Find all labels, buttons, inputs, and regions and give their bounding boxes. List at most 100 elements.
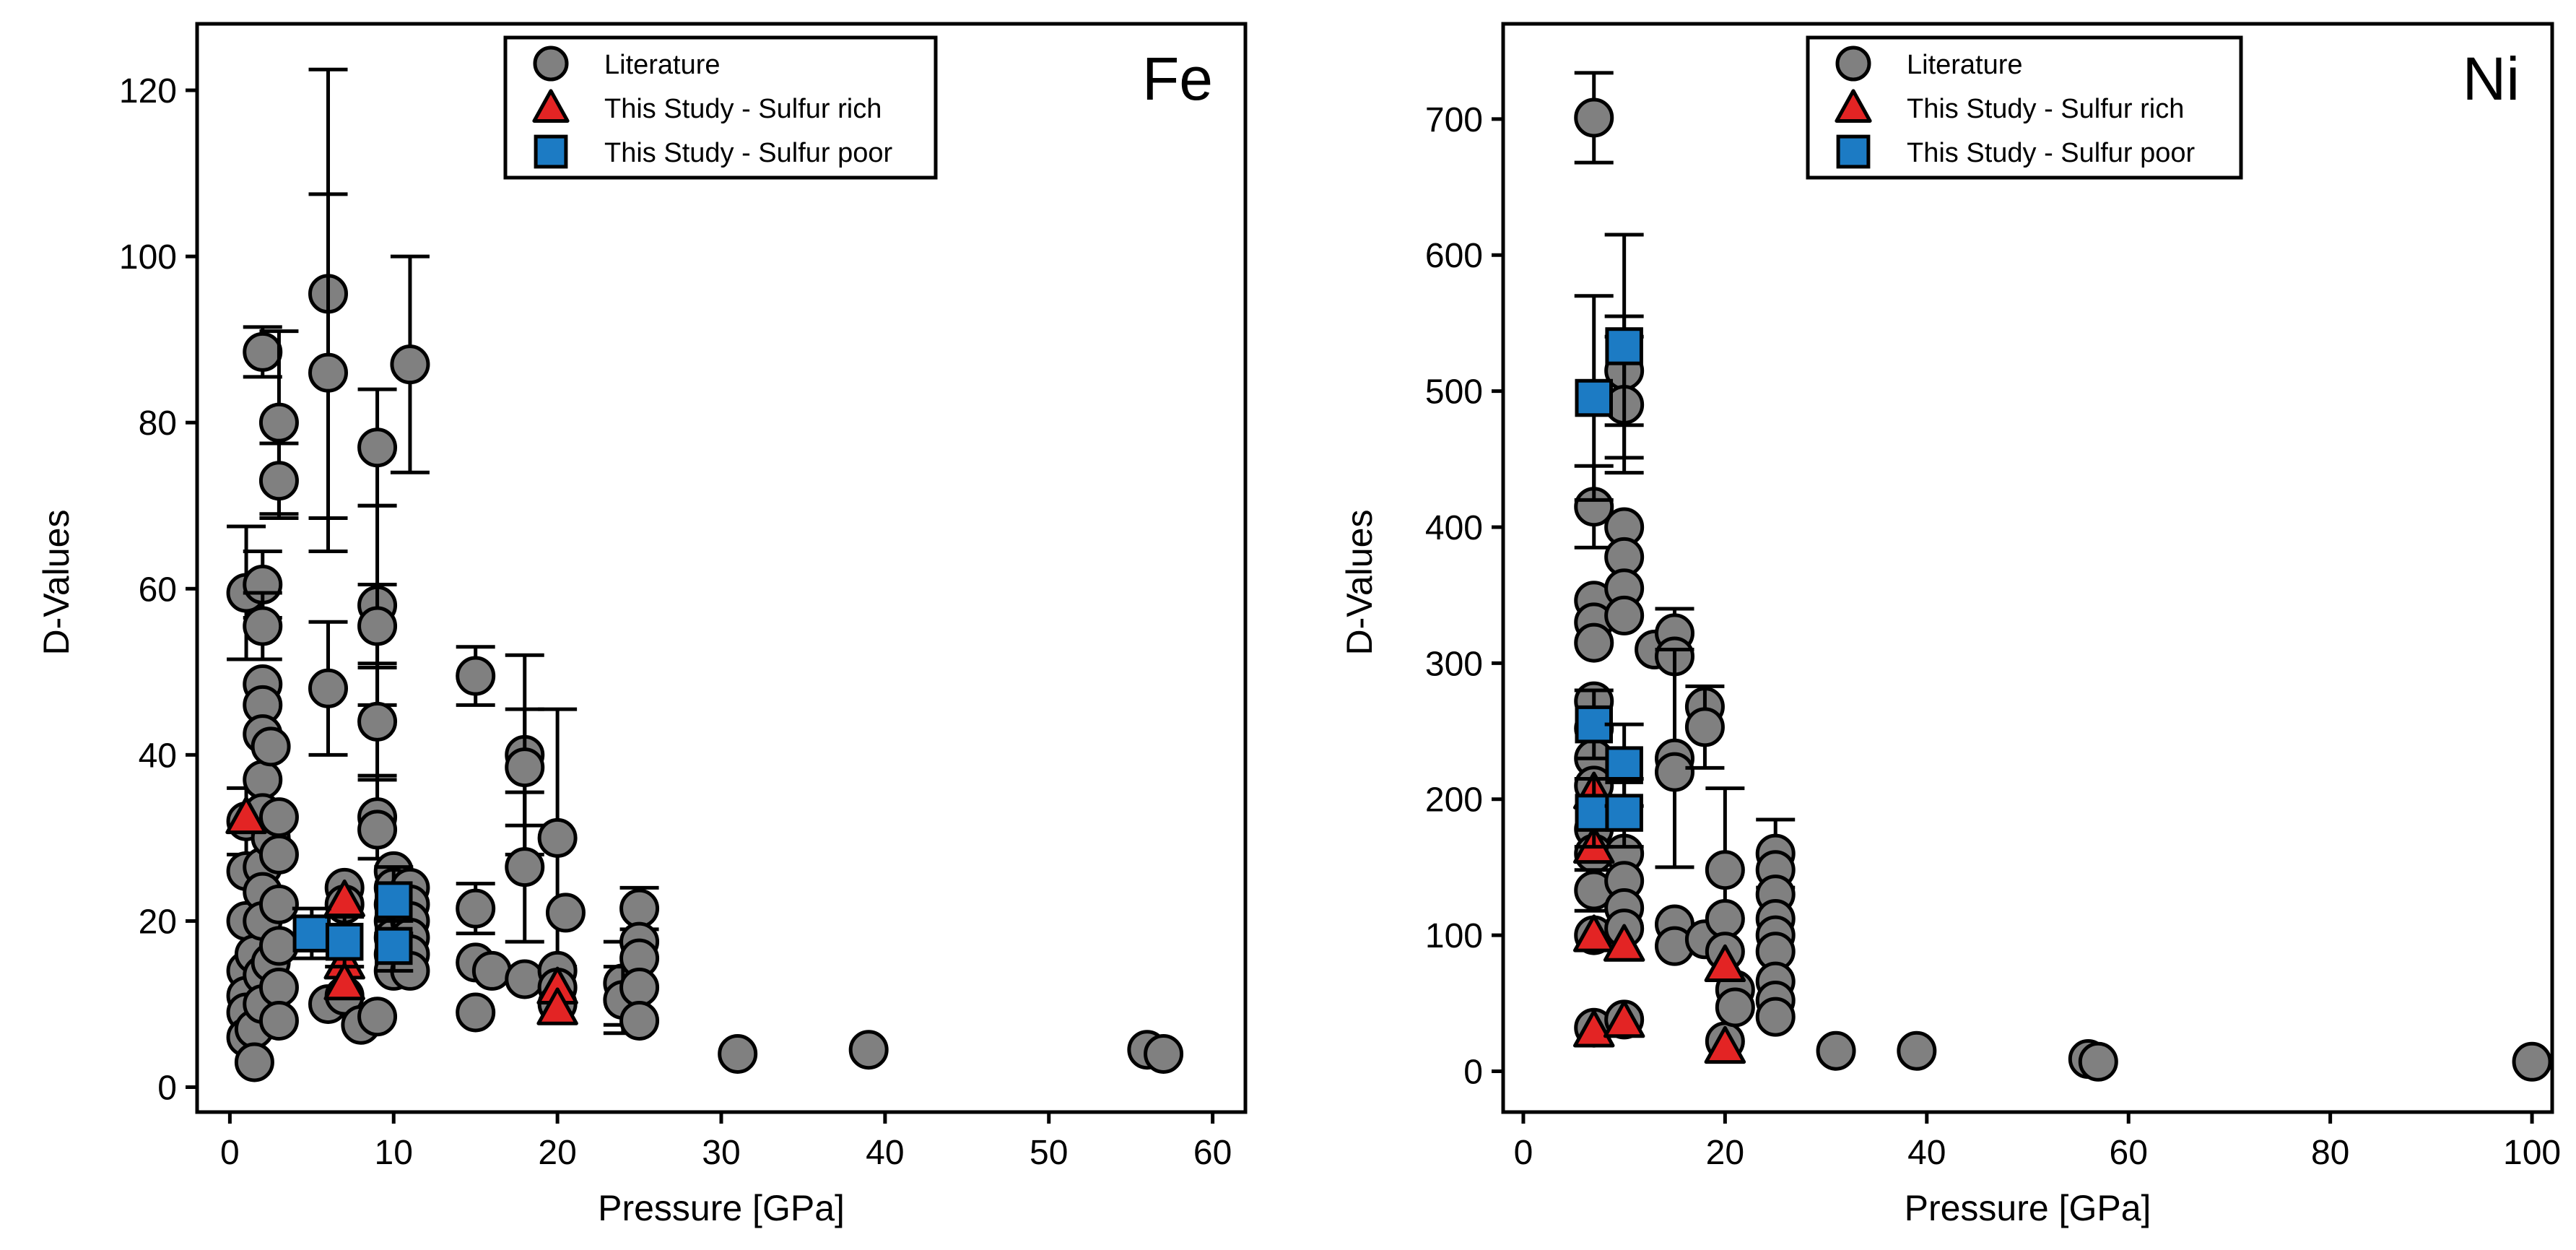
y-tick-label: 0 <box>1463 1053 1483 1091</box>
y-tick-label: 100 <box>1425 917 1483 955</box>
data-point <box>1603 924 1645 962</box>
y-axis-label: D-Values <box>36 510 77 656</box>
x-tick-label: 20 <box>538 1134 576 1172</box>
y-tick-label: 200 <box>1425 781 1483 820</box>
legend: Literature This Study - Sulfur rich This S… <box>503 35 938 180</box>
data-point <box>505 747 545 788</box>
data-point <box>456 656 496 696</box>
data-point <box>1603 1000 1645 1038</box>
data-point <box>1704 1025 1746 1064</box>
data-point <box>619 967 660 1007</box>
data-point <box>1705 850 1745 890</box>
y-tick-label: 40 <box>139 737 177 775</box>
y-tick-label: 300 <box>1425 645 1483 683</box>
x-tick-label: 80 <box>2311 1134 2349 1172</box>
data-point <box>375 926 413 965</box>
y-tick-label: 400 <box>1425 509 1483 547</box>
series-square <box>292 865 414 973</box>
data-point <box>619 888 660 929</box>
x-tick-label: 30 <box>702 1134 740 1172</box>
legend-entry: Literature <box>604 50 721 80</box>
data-point <box>357 810 398 850</box>
data-point <box>258 797 299 838</box>
series-square <box>1574 233 1644 849</box>
data-point <box>323 962 365 1001</box>
legend-entry: This Study - Sulfur rich <box>1907 94 2184 124</box>
data-point <box>1572 914 1615 952</box>
y-tick-label: 600 <box>1425 237 1483 275</box>
data-point <box>1605 794 1643 832</box>
data-point <box>718 1033 758 1074</box>
data-point <box>619 1000 660 1041</box>
data-point <box>390 344 430 385</box>
data-point <box>1715 987 1755 1028</box>
data-point <box>536 987 578 1025</box>
legend-entry: Literature <box>1907 50 2023 80</box>
y-tick-label: 0 <box>157 1069 177 1107</box>
data-point <box>258 834 299 874</box>
data-point <box>251 726 291 767</box>
legend-entry: This Study - Sulfur poor <box>604 138 893 168</box>
data-point <box>234 1042 274 1082</box>
y-tick-label: 20 <box>139 903 177 941</box>
series-circle <box>226 67 1184 1082</box>
data-point <box>357 606 398 646</box>
data-point <box>1605 327 1643 365</box>
x-tick-label: 40 <box>866 1134 904 1172</box>
y-tick-label: 700 <box>1425 101 1483 139</box>
data-point <box>243 760 283 800</box>
x-axis-label: Pressure [GPa] <box>1905 1188 2151 1228</box>
series-triangle <box>225 796 578 1025</box>
data-point <box>1574 622 1614 663</box>
data-point <box>308 352 348 393</box>
data-point <box>258 402 299 443</box>
legend-marker <box>533 45 569 82</box>
y-tick-label: 500 <box>1425 373 1483 412</box>
x-tick-label: 10 <box>375 1134 413 1172</box>
data-point <box>1705 899 1745 939</box>
x-tick-label: 20 <box>1706 1134 1744 1172</box>
data-point <box>325 922 364 961</box>
data-point <box>1755 997 1796 1037</box>
series-circle <box>1574 71 2552 1082</box>
data-point <box>357 701 398 742</box>
x-tick-label: 60 <box>1193 1134 1232 1172</box>
data-point <box>1897 1030 1937 1071</box>
data-point <box>258 967 299 1007</box>
data-point <box>1574 97 1614 138</box>
data-point <box>2512 1041 2552 1082</box>
data-point <box>375 881 413 919</box>
data-point <box>308 668 348 708</box>
x-tick-label: 0 <box>1514 1134 1533 1172</box>
data-point <box>258 461 299 501</box>
data-point <box>258 926 299 966</box>
x-tick-label: 60 <box>2110 1134 2148 1172</box>
data-point <box>471 950 512 991</box>
data-point <box>1655 752 1695 792</box>
data-point <box>357 997 398 1037</box>
legend-box <box>1806 35 2243 180</box>
data-point <box>1704 944 1746 983</box>
legend-marker <box>1835 89 1872 123</box>
data-point <box>1144 1033 1184 1074</box>
data-point <box>1604 595 1645 635</box>
panel-label: Ni <box>2463 45 2520 113</box>
legend-marker <box>534 134 568 169</box>
data-point <box>456 992 496 1033</box>
data-point <box>537 817 578 858</box>
legend-box <box>503 35 938 180</box>
data-point <box>456 888 496 929</box>
data-point <box>2078 1041 2118 1082</box>
x-tick-label: 100 <box>2503 1134 2561 1172</box>
data-point <box>292 914 331 952</box>
data-point <box>225 796 267 835</box>
legend-marker <box>532 89 570 123</box>
fe-panel: 0 10 20 30 40 50 60 0 20 40 60 80 100 120 Pressure [GP… <box>36 22 1248 1228</box>
data-point <box>1575 378 1613 417</box>
data-point <box>1816 1030 1856 1071</box>
data-point <box>545 893 586 933</box>
data-point <box>1572 1010 1615 1048</box>
x-tick-label: 40 <box>1907 1134 1946 1172</box>
legend-entry: This Study - Sulfur poor <box>1907 138 2196 168</box>
